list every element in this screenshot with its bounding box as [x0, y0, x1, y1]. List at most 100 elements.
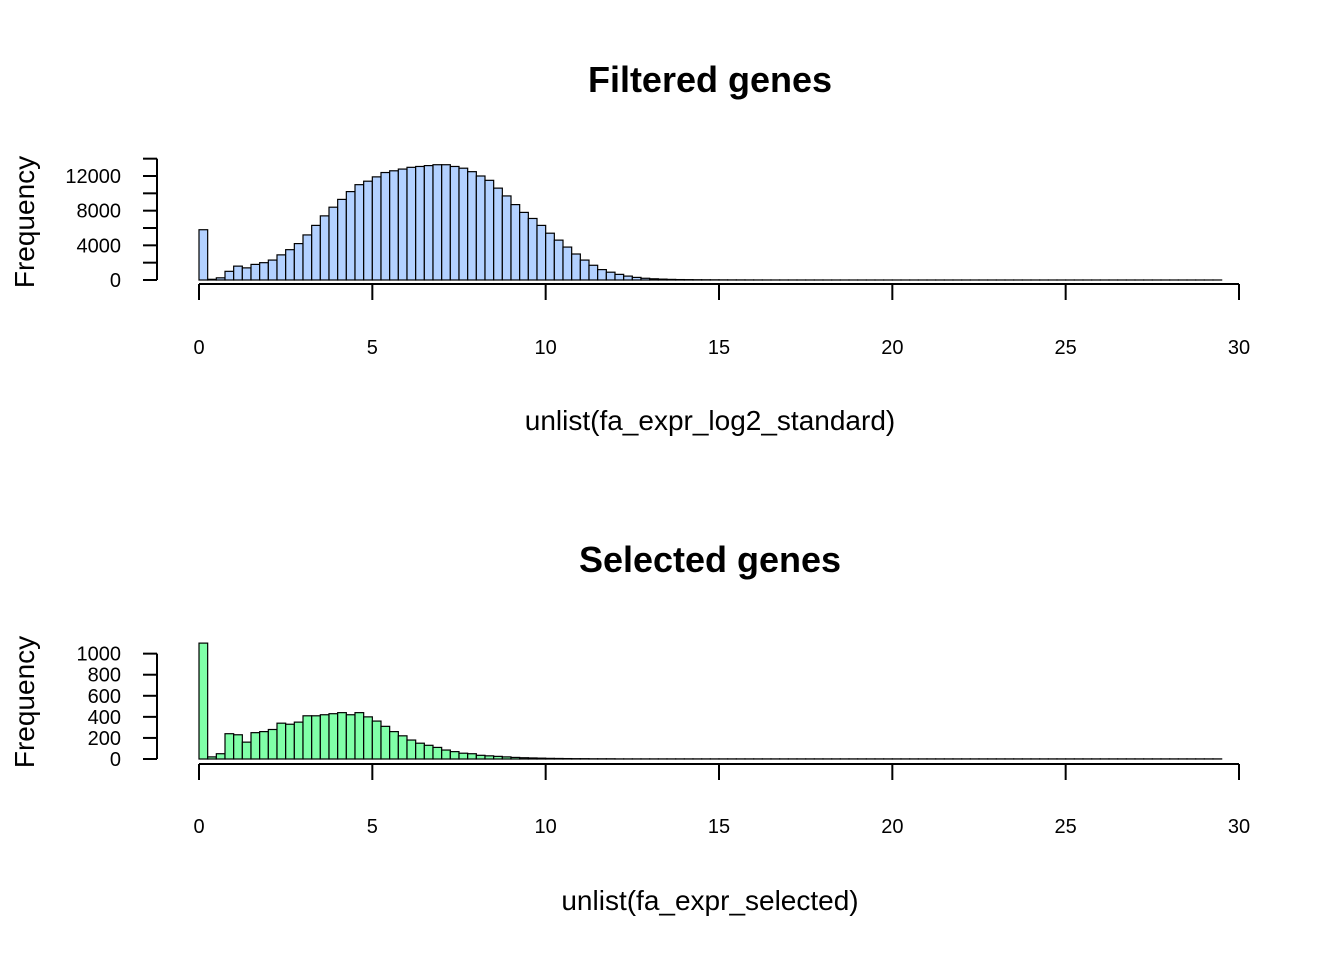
histogram-bar — [666, 278, 677, 281]
histogram-bar — [623, 275, 633, 281]
x-tick-label: 10 — [535, 337, 557, 359]
histogram-bar — [501, 756, 512, 760]
y-tick-label: 1000 — [77, 644, 122, 666]
x-tick-label: 0 — [193, 816, 204, 838]
x-tick-label: 0 — [193, 337, 204, 359]
histogram-bar — [233, 265, 243, 281]
histogram-bar — [441, 749, 451, 760]
histogram-bar — [415, 165, 425, 281]
histogram-bar — [224, 270, 235, 281]
histogram-bar — [614, 273, 625, 281]
histogram-bar — [250, 732, 261, 760]
histogram-bar — [389, 731, 399, 760]
y-tick-label: 200 — [88, 728, 121, 750]
y-tick-label: 4000 — [77, 235, 122, 257]
bars — [198, 164, 1223, 281]
histogram-bar — [649, 278, 659, 281]
histogram-bar — [328, 206, 339, 281]
x-tick-label: 20 — [881, 337, 903, 359]
histogram-bar — [337, 712, 347, 760]
histogram-bar — [657, 278, 668, 281]
histogram-bar — [250, 263, 261, 281]
x-tick-label: 15 — [708, 816, 730, 838]
histogram-bar — [207, 756, 217, 760]
histogram-bar — [397, 168, 408, 281]
histogram-bar — [467, 753, 477, 760]
filtered-genes-histogram: Filtered genes 0 5 10 15 20 25 30 0 4000 8000 120… — [9, 59, 1250, 436]
x-tick-label: 25 — [1055, 337, 1077, 359]
histogram-bar — [241, 741, 252, 760]
histogram-bar — [302, 715, 313, 760]
y-axis-label: Frequency — [9, 636, 40, 768]
histogram-bar — [267, 259, 278, 281]
histogram-bar — [432, 746, 443, 760]
chart-title: Selected genes — [579, 539, 841, 580]
histogram-bar — [259, 262, 269, 281]
y-axis-label: Frequency — [9, 156, 40, 288]
histogram-bar — [493, 187, 503, 281]
histogram-bar — [371, 720, 382, 760]
histogram-bar — [215, 753, 226, 760]
y-axis: 0 4000 8000 12000 — [65, 157, 158, 292]
histogram-bar — [441, 164, 451, 281]
x-tick-label: 20 — [881, 816, 903, 838]
histogram-bar — [510, 756, 521, 760]
histogram-bar — [527, 217, 538, 281]
histogram-bar — [406, 739, 417, 760]
histogram-bar — [545, 757, 555, 760]
histogram-bar — [233, 734, 243, 760]
histogram-bar — [311, 715, 321, 760]
histogram-bar — [449, 751, 460, 760]
x-tick-label: 10 — [535, 816, 557, 838]
histogram-bar — [198, 229, 209, 281]
histogram-bar — [493, 755, 503, 760]
histogram-bar — [259, 731, 269, 760]
histogram-bar — [345, 714, 356, 760]
histogram-bar — [207, 278, 217, 281]
histogram-bar — [285, 723, 295, 760]
histogram-bar — [501, 195, 512, 281]
x-axis: 0 5 10 15 20 25 30 — [193, 763, 1250, 838]
histogram-bar — [475, 754, 486, 760]
histogram-bar — [371, 176, 382, 281]
histogram-bar — [380, 171, 391, 281]
histogram-bar — [605, 271, 616, 281]
histogram-bar — [588, 264, 599, 281]
histogram-bar — [527, 757, 538, 760]
histogram-bar — [484, 179, 495, 281]
x-tick-label: 5 — [367, 816, 378, 838]
histogram-bar — [285, 249, 295, 281]
histogram-bar — [519, 211, 529, 281]
histogram-bar — [319, 714, 330, 760]
histogram-bar — [536, 757, 547, 760]
histogram-bar — [293, 721, 304, 760]
histogram-bar — [449, 165, 460, 281]
y-tick-label: 400 — [88, 707, 121, 729]
histogram-bar — [406, 166, 417, 281]
histogram-bar — [354, 184, 365, 281]
histogram-bar — [276, 722, 287, 760]
histogram-bar — [571, 253, 581, 281]
histogram-bar — [536, 224, 547, 281]
histogram-bar — [328, 713, 339, 760]
selected-genes-histogram: Selected genes 0 5 10 15 20 25 30 020040060080… — [9, 539, 1250, 916]
histogram-bar — [397, 735, 408, 760]
x-tick-label: 30 — [1228, 337, 1250, 359]
y-tick-label: 12000 — [65, 166, 121, 188]
histogram-bar — [484, 755, 495, 760]
histogram-bar — [458, 752, 469, 760]
histogram-bar — [423, 744, 434, 760]
x-tick-label: 30 — [1228, 816, 1250, 838]
x-axis-label: unlist(fa_expr_selected) — [561, 885, 858, 916]
histogram-bar — [475, 175, 486, 281]
histogram-bar — [510, 204, 521, 281]
y-tick-label: 8000 — [77, 201, 122, 223]
histogram-bar — [215, 277, 226, 281]
x-tick-label: 5 — [367, 337, 378, 359]
histogram-bar — [562, 246, 573, 281]
histogram-bar — [345, 191, 356, 281]
x-tick-label: 25 — [1055, 816, 1077, 838]
y-tick-label: 0 — [110, 270, 121, 292]
